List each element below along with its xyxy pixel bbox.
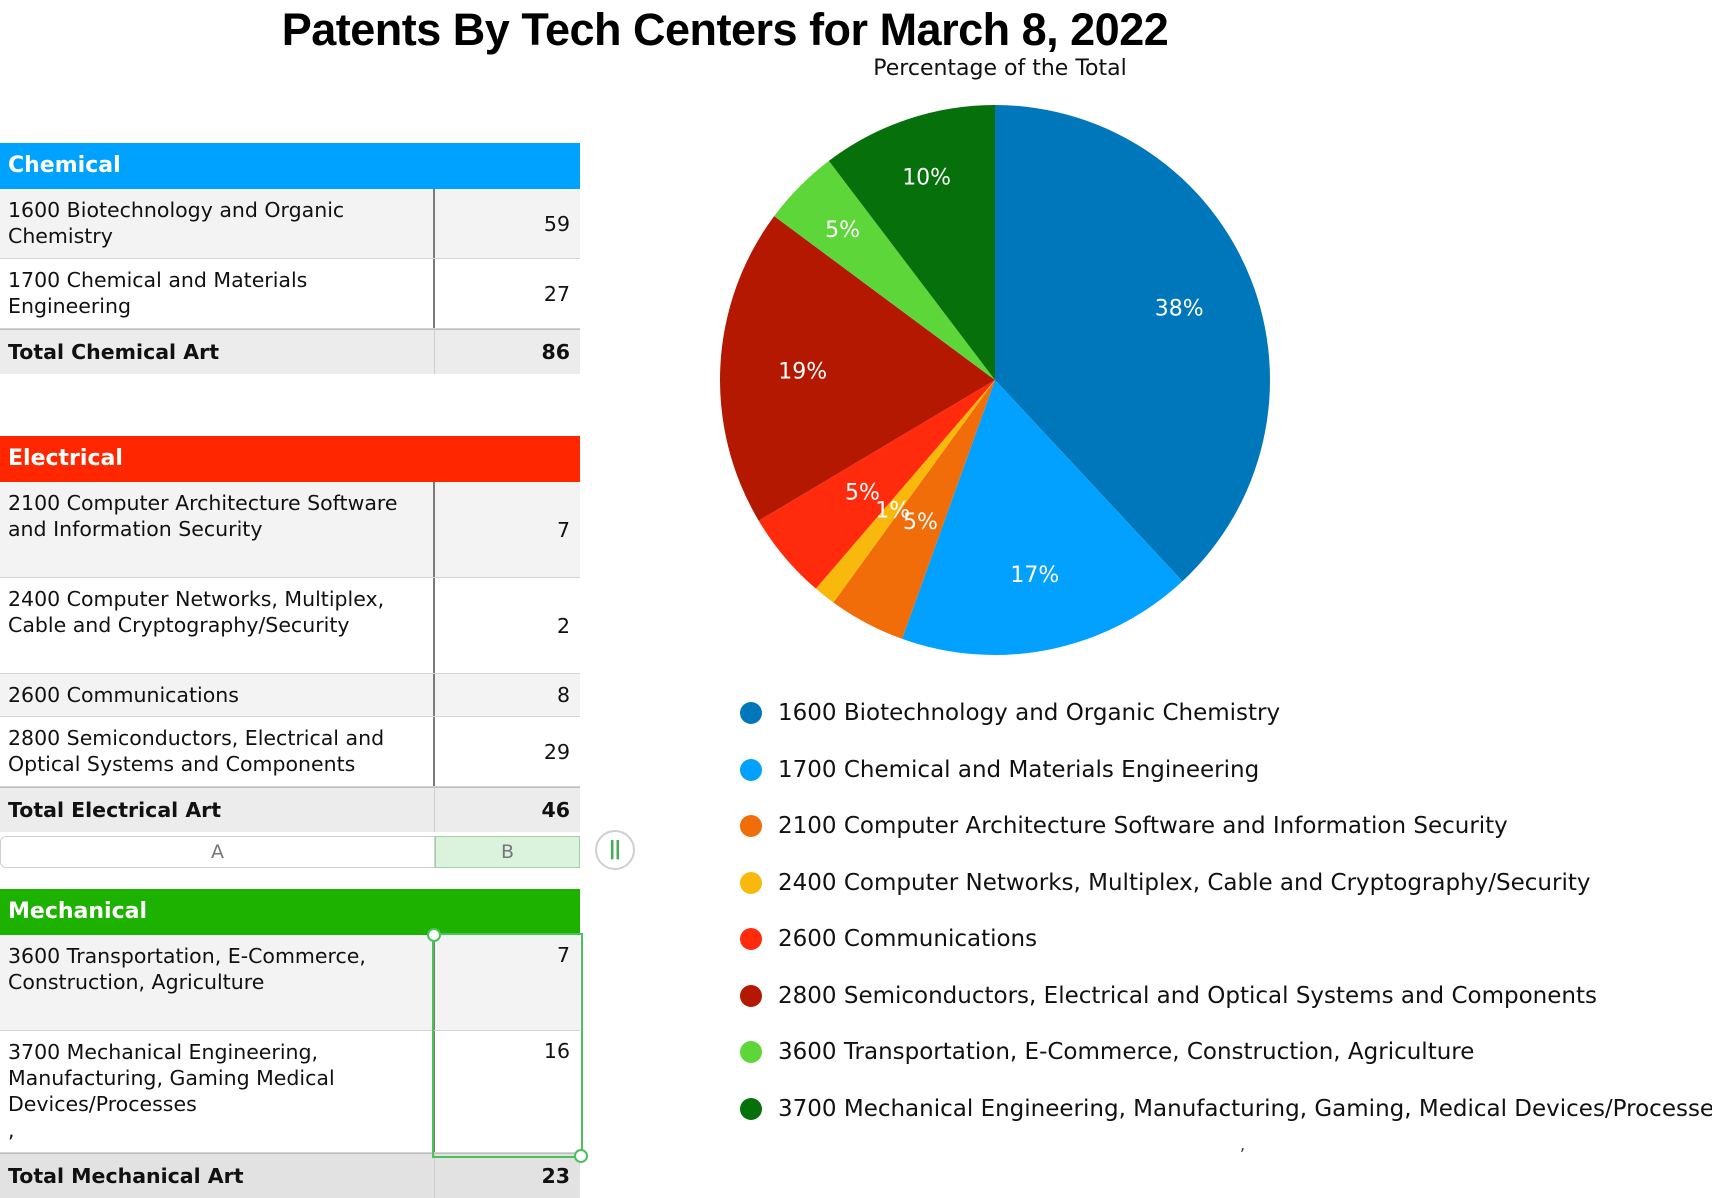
total-label[interactable]: Total Chemical Art [0, 330, 435, 374]
row-label[interactable]: 2600 Communications [0, 674, 435, 716]
legend-swatch [740, 871, 762, 894]
row-value[interactable]: 8 [556, 683, 570, 707]
column-header-b[interactable]: B [435, 836, 580, 868]
legend-item[interactable]: 1700 Chemical and Materials Engineering [740, 757, 1259, 783]
column-header-bar: A B [0, 836, 580, 868]
total-label[interactable]: Total Electrical Art [0, 788, 435, 832]
row-value[interactable]: 7 [556, 517, 570, 542]
pie-slice-label: 38% [1155, 296, 1204, 321]
legend-label: 2600 Communications [778, 926, 1038, 952]
chemical-table: Chemical 1600 Biotechnology and Organic … [0, 143, 580, 374]
row-value[interactable]: 29 [543, 739, 570, 764]
legend-item[interactable]: 2100 Computer Architecture Software and … [740, 813, 1508, 839]
pie-slice-label: 5% [845, 481, 880, 506]
pie-slice-label: 5% [825, 218, 860, 243]
row-label[interactable]: 3700 Mechanical Engineering, Manufacturi… [0, 1031, 435, 1152]
legend-item[interactable]: 1600 Biotechnology and Organic Chemistry [740, 700, 1280, 726]
pie-slice[interactable] [833, 380, 995, 639]
legend-item[interactable]: 2400 Computer Networks, Multiplex, Cable… [740, 870, 1590, 896]
legend-swatch [740, 702, 762, 724]
mechanical-table: Mechanical 3600 Transportation, E-Commer… [0, 889, 580, 1198]
total-value[interactable]: 46 [541, 798, 570, 822]
total-value[interactable]: 23 [541, 1164, 570, 1188]
total-row[interactable]: Total Chemical Art 86 [0, 329, 580, 374]
table-row[interactable]: 2600 Communications 8 [0, 674, 580, 717]
legend-item[interactable]: 2600 Communications [740, 926, 1037, 952]
pie-slice-label: 19% [778, 359, 827, 384]
chemical-header[interactable]: Chemical [0, 143, 580, 189]
legend-label: 1600 Biotechnology and Organic Chemistry [778, 700, 1281, 726]
pie-slice[interactable] [815, 380, 995, 603]
electrical-table: Electrical 2100 Computer Architecture So… [0, 436, 580, 832]
row-label[interactable]: 2400 Computer Networks, Multiplex, Cable… [0, 578, 435, 673]
row-label-text: 3700 Mechanical Engineering, Manufacturi… [8, 1040, 335, 1116]
electrical-header[interactable]: Electrical [0, 436, 580, 482]
legend-swatch [740, 928, 762, 950]
legend-swatch [740, 758, 762, 781]
column-header-a[interactable]: A [0, 836, 435, 868]
legend-item[interactable]: 2800 Semiconductors, Electrical and Opti… [740, 983, 1597, 1009]
pie-slice-label: 1% [875, 498, 910, 523]
table-row[interactable]: 2100 Computer Architecture Software and … [0, 482, 580, 578]
legend-label: 2400 Computer Networks, Multiplex, Cable… [778, 869, 1591, 896]
total-row[interactable]: Total Electrical Art 46 [0, 787, 580, 832]
table-row[interactable]: 3700 Mechanical Engineering, Manufacturi… [0, 1031, 580, 1153]
row-value[interactable]: 16 [543, 1039, 570, 1063]
pie-slice[interactable] [758, 380, 995, 589]
row-value[interactable]: 2 [556, 613, 570, 638]
legend-swatch [740, 984, 762, 1007]
legend-item[interactable]: 3600 Transportation, E-Commerce, Constru… [740, 1039, 1474, 1065]
legend-swatch [740, 1041, 762, 1063]
pie-slice-label: 17% [1010, 563, 1059, 588]
pie-slice-label: 5% [903, 510, 938, 535]
legend-swatch [740, 815, 762, 837]
page-title: Patents By Tech Centers for March 8, 202… [281, 4, 1169, 55]
total-row[interactable]: Total Mechanical Art 23 [0, 1153, 580, 1198]
total-value[interactable]: 86 [541, 340, 570, 364]
row-label-extra: , [8, 1118, 15, 1142]
total-label[interactable]: Total Mechanical Art [0, 1154, 435, 1198]
mechanical-header[interactable]: Mechanical [0, 889, 580, 935]
table-row[interactable]: 2400 Computer Networks, Multiplex, Cable… [0, 578, 580, 674]
pie-slice[interactable] [774, 160, 995, 380]
pie-slice[interactable] [995, 105, 1270, 582]
legend-label: 3700 Mechanical Engineering, Manufacturi… [778, 1095, 1712, 1122]
legend-swatch [740, 1097, 762, 1120]
row-label[interactable]: 1700 Chemical and Materials Engineering [0, 259, 435, 328]
table-row[interactable]: 2800 Semiconductors, Electrical and Opti… [0, 717, 580, 787]
row-label[interactable]: 2100 Computer Architecture Software and … [0, 482, 435, 577]
row-label[interactable]: 1600 Biotechnology and Organic Chemistry [0, 189, 435, 258]
row-label[interactable]: 2800 Semiconductors, Electrical and Opti… [0, 717, 435, 786]
row-value[interactable]: 7 [556, 943, 570, 967]
legend-label: 2100 Computer Architecture Software and … [778, 813, 1508, 839]
chart-title: Percentage of the Total [873, 56, 1127, 81]
legend-label: 1700 Chemical and Materials Engineering [778, 756, 1260, 783]
pie-chart[interactable]: 38%17%5%1%5%19%5%10% [720, 100, 1280, 660]
table-row[interactable]: 3600 Transportation, E-Commerce, Constru… [0, 935, 580, 1031]
stray-mark: , [1240, 1135, 1246, 1154]
row-value[interactable]: 27 [543, 281, 570, 306]
table-row[interactable]: 1600 Biotechnology and Organic Chemistry… [0, 189, 580, 259]
row-value[interactable]: 59 [543, 211, 570, 236]
pie-slice-label: 10% [902, 166, 951, 191]
legend-item[interactable]: 3700 Mechanical Engineering, Manufacturi… [740, 1096, 1712, 1122]
pie-slice[interactable] [902, 380, 1183, 656]
legend-label: 3600 Transportation, E-Commerce, Constru… [778, 1039, 1475, 1065]
pie-slice[interactable] [828, 105, 995, 380]
table-row[interactable]: 1700 Chemical and Materials Engineering … [0, 259, 580, 329]
legend-label: 2800 Semiconductors, Electrical and Opti… [778, 982, 1597, 1009]
pie-slice[interactable] [720, 216, 995, 521]
row-label[interactable]: 3600 Transportation, E-Commerce, Constru… [0, 935, 435, 1030]
column-resize-handle[interactable]: || [595, 830, 635, 870]
